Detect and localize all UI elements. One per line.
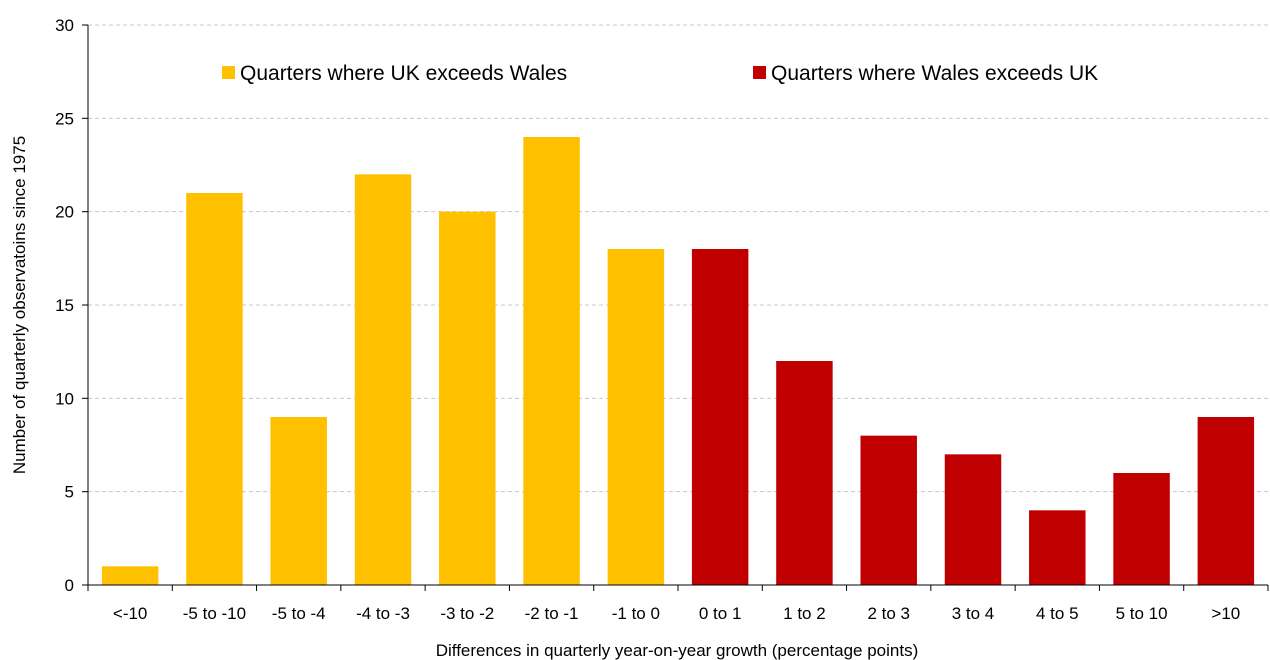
y-tick-label: 25 (55, 109, 74, 128)
y-tick-label: 5 (65, 483, 74, 502)
bar (101, 566, 159, 585)
x-tick-label: -2 to -1 (525, 604, 579, 623)
y-tick-label: 0 (65, 576, 74, 595)
bar (860, 435, 917, 585)
y-tick-label: 30 (55, 16, 74, 35)
y-tick-label: 10 (55, 389, 74, 408)
bar (186, 193, 243, 585)
x-tick-label: 4 to 5 (1036, 604, 1079, 623)
bar (270, 417, 327, 585)
x-tick-label: -3 to -2 (440, 604, 494, 623)
x-axis-title: Differences in quarterly year-on-year gr… (436, 641, 919, 660)
bar (523, 137, 580, 585)
y-axis-title: Number of quarterly observatoins since 1… (10, 136, 29, 474)
bar (439, 211, 496, 585)
y-tick-label: 15 (55, 296, 74, 315)
bars (101, 137, 1255, 586)
x-tick-label: 0 to 1 (699, 604, 742, 623)
bar (1113, 473, 1170, 585)
x-tick-label: 5 to 10 (1116, 604, 1168, 623)
bar (691, 249, 749, 585)
legend-label-wales: Quarters where Wales exceeds UK (771, 62, 1098, 85)
bar (1197, 417, 1255, 585)
x-tick-label: -1 to 0 (612, 604, 660, 623)
x-tick-labels: <-10 -5 to -10 -5 to -4 -4 to -3 -3 to -2 -2 … (87, 585, 1269, 623)
bar (354, 174, 412, 586)
bar (776, 361, 833, 585)
y-tick-label: 20 (55, 203, 74, 222)
legend-label-uk: Quarters where UK exceeds Wales (240, 62, 567, 85)
legend-swatch-uk (222, 66, 235, 79)
bar (607, 249, 665, 585)
x-tick-label: -5 to -10 (183, 604, 246, 623)
x-tick-label: -5 to -4 (272, 604, 326, 623)
bar (1029, 510, 1086, 585)
x-tick-label: -4 to -3 (356, 604, 410, 623)
x-tick-label: 2 to 3 (867, 604, 910, 623)
x-tick-label: <-10 (113, 604, 148, 623)
x-tick-label: 3 to 4 (952, 604, 995, 623)
x-tick-label: 1 to 2 (783, 604, 826, 623)
y-tick-labels: 0 5 10 15 20 25 30 (55, 16, 88, 595)
x-tick-label: >10 (1211, 604, 1240, 623)
legend-swatch-wales (753, 66, 766, 79)
bar (944, 454, 1002, 585)
gridlines (88, 24, 1268, 493)
legend: Quarters where UK exceeds Wales Quarters… (222, 62, 1098, 85)
